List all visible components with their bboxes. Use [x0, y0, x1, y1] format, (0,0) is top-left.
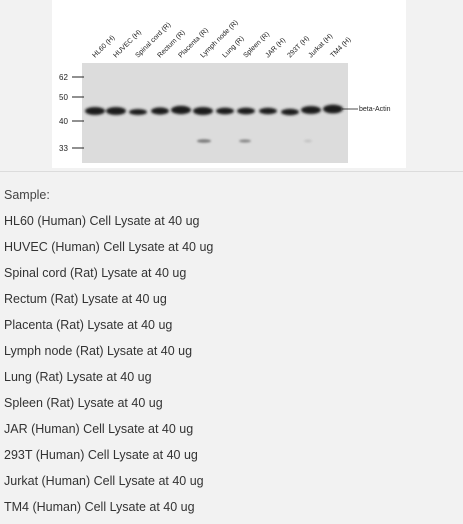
lane-label: Lymph node (R) [199, 19, 239, 59]
protein-band [281, 108, 299, 116]
sample-item: HL60 (Human) Cell Lysate at 40 ug [4, 214, 200, 228]
protein-band [193, 107, 213, 115]
protein-band [171, 105, 191, 115]
protein-band [85, 107, 105, 115]
protein-band [129, 109, 147, 115]
sample-item: Placenta (Rat) Lysate at 40 ug [4, 318, 173, 332]
protein-band [323, 104, 343, 114]
faint-band [239, 139, 251, 143]
lane-labels: HL60 (H) HUVEC (H) Spinal cord (R) Rectu… [91, 19, 352, 59]
band-label: beta-Actin [359, 106, 391, 113]
sample-item: JAR (Human) Cell Lysate at 40 ug [4, 422, 194, 436]
faint-band [304, 139, 312, 143]
protein-band [106, 107, 126, 115]
section-divider [0, 171, 463, 172]
protein-band [301, 106, 321, 114]
sample-item: 293T (Human) Cell Lysate at 40 ug [4, 448, 198, 462]
lane-label: TM4 (H) [329, 36, 352, 59]
band-row [85, 104, 343, 116]
faint-band [197, 139, 211, 143]
western-blot-figure: HL60 (H) HUVEC (H) Spinal cord (R) Rectu… [52, 0, 406, 168]
mw-markers: 62 50 40 33 [59, 73, 84, 153]
lane-label: 293T (H) [286, 35, 310, 59]
mw-marker-label: 62 [59, 73, 68, 82]
sample-item: Spinal cord (Rat) Lysate at 40 ug [4, 266, 187, 280]
sample-list-section: Sample: HL60 (Human) Cell Lysate at 40 u… [4, 186, 459, 524]
protein-band [216, 107, 234, 115]
sample-item: Rectum (Rat) Lysate at 40 ug [4, 292, 167, 306]
faint-bands [197, 139, 312, 143]
sample-item: Jurkat (Human) Cell Lysate at 40 ug [4, 474, 204, 488]
sample-item: TM4 (Human) Cell Lysate at 40 ug [4, 500, 195, 514]
lane-label: JAR (H) [264, 37, 287, 60]
sample-item: Lymph node (Rat) Lysate at 40 ug [4, 344, 193, 358]
blot-membrane [82, 63, 348, 163]
lane-label: Lung (R) [221, 35, 245, 59]
protein-band [151, 107, 169, 115]
mw-marker-label: 50 [59, 93, 68, 102]
sample-item: Spleen (Rat) Lysate at 40 ug [4, 396, 163, 410]
protein-band [259, 107, 277, 115]
mw-marker-label: 40 [59, 117, 68, 126]
sample-item: HUVEC (Human) Cell Lysate at 40 ug [4, 240, 214, 254]
protein-band [237, 107, 255, 115]
sample-item: Lung (Rat) Lysate at 40 ug [4, 370, 152, 384]
sample-heading: Sample: [4, 188, 50, 202]
mw-marker-label: 33 [59, 144, 68, 153]
